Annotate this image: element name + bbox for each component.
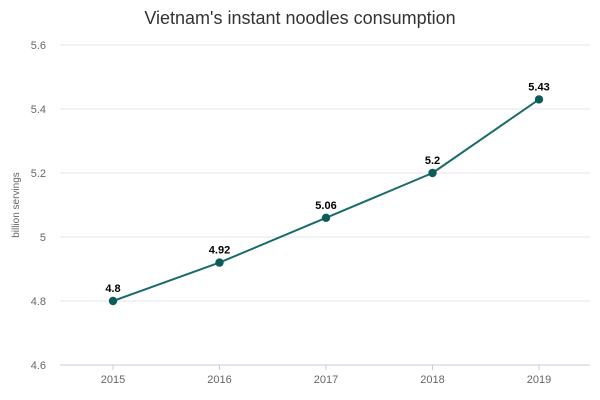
axes: 4.6 4.8 5 5.2 5.4 5.6 2015 2016 2017 2018 2019: [31, 40, 552, 386]
y-tick-label: 5.6: [31, 40, 46, 52]
y-tick-label: 5.4: [31, 104, 46, 116]
data-label: 4.92: [209, 245, 230, 257]
data-label: 4.8: [105, 283, 120, 295]
data-point: [321, 213, 331, 222]
y-tick-label: 4.6: [31, 360, 46, 372]
series: [108, 95, 544, 306]
chart-title: Vietnam's instant noodles consumption: [144, 8, 456, 28]
x-tick-label: 2016: [207, 374, 231, 386]
x-tick-label: 2018: [420, 374, 444, 386]
grid-lines: [60, 44, 590, 366]
y-axis-label: billion servings: [11, 172, 22, 238]
data-point: [428, 168, 437, 178]
x-tick-label: 2017: [314, 374, 338, 386]
data-point: [108, 296, 118, 306]
data-label: 5.43: [528, 81, 549, 93]
data-labels: 4.8 4.92 5.06 5.2 5.43: [105, 81, 549, 295]
x-tick-label: 2015: [101, 374, 125, 386]
x-tick-label: 2019: [527, 374, 551, 386]
y-tick-label: 4.8: [31, 296, 46, 308]
y-tick-label: 5: [40, 232, 46, 244]
data-label: 5.2: [425, 155, 440, 167]
data-label: 5.06: [315, 200, 336, 212]
data-point: [215, 258, 224, 267]
data-point: [534, 95, 544, 104]
y-tick-label: 5.2: [31, 168, 46, 180]
